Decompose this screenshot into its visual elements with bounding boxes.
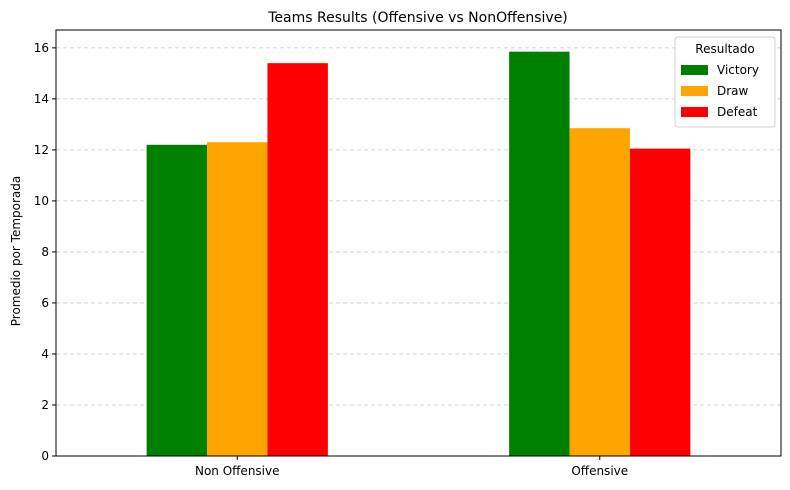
y-tick-label: 4 [41,347,49,361]
legend-label-victory: Victory [717,63,759,77]
y-tick-label: 6 [41,296,49,310]
y-tick-label: 16 [34,41,49,55]
x-tick-label: Offensive [571,464,628,478]
legend: Resultado Victory Draw Defeat [674,36,776,128]
y-tick-label: 8 [41,245,49,259]
y-axis: 0 2 4 6 8 10 12 14 16 [34,41,56,463]
bar-draw-0 [207,142,268,457]
bar-victory-0 [146,144,208,457]
y-tick-label: 14 [34,92,49,106]
legend-swatch-draw [681,86,708,96]
legend-swatch-victory [681,65,708,75]
y-tick-label: 2 [41,398,49,412]
chart-title: Teams Results (Offensive vs NonOffensive… [267,10,568,26]
bar-draw-1 [569,128,630,456]
legend-title: Resultado [695,42,754,56]
legend-label-draw: Draw [717,84,749,98]
bar-defeat-0 [267,63,328,456]
legend-label-defeat: Defeat [717,105,758,119]
legend-box [674,36,776,128]
plot-frame [55,29,782,457]
legend-swatch-defeat [681,107,708,117]
y-axis-label: Promedio por Temporada [9,176,23,327]
bar-victory-1 [509,51,570,456]
x-tick-label: Non Offensive [195,464,280,478]
x-axis: Non Offensive Offensive [195,456,628,478]
bar-defeat-1 [629,148,691,456]
bars [146,51,691,457]
y-tick-label: 0 [41,449,49,463]
y-tick-label: 10 [34,194,49,208]
y-tick-label: 12 [34,143,49,157]
